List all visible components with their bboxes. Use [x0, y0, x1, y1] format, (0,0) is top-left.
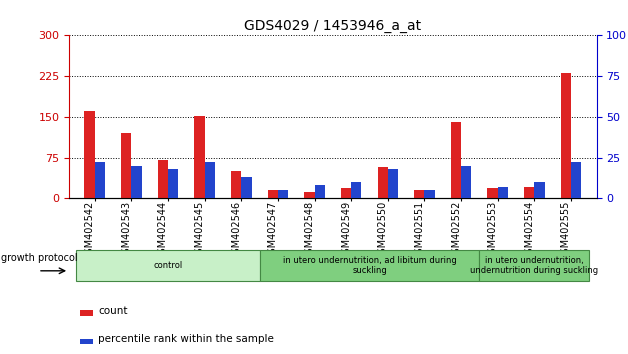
Bar: [195, 116, 205, 198]
Bar: [77, 250, 259, 281]
Bar: [341, 188, 351, 198]
Text: GSM402542: GSM402542: [85, 201, 95, 260]
Bar: [305, 192, 315, 198]
Text: GSM402548: GSM402548: [305, 201, 315, 260]
Bar: [315, 185, 325, 198]
Bar: [387, 169, 398, 198]
Bar: [479, 250, 589, 281]
Bar: [561, 73, 571, 198]
Bar: [168, 169, 178, 198]
Bar: [80, 310, 93, 316]
Title: GDS4029 / 1453946_a_at: GDS4029 / 1453946_a_at: [244, 19, 421, 33]
Bar: [241, 177, 251, 198]
Text: GSM402555: GSM402555: [561, 201, 571, 260]
Text: GSM402550: GSM402550: [378, 201, 387, 260]
Text: GSM402549: GSM402549: [341, 201, 351, 260]
Text: GSM402544: GSM402544: [158, 201, 168, 260]
Bar: [80, 339, 93, 344]
Bar: [425, 190, 435, 198]
Bar: [451, 122, 461, 198]
Text: control: control: [153, 261, 183, 270]
Text: GSM402547: GSM402547: [268, 201, 278, 260]
Text: GSM402546: GSM402546: [231, 201, 241, 260]
Bar: [84, 112, 95, 198]
Bar: [131, 166, 141, 198]
Bar: [121, 133, 131, 198]
Text: GSM402552: GSM402552: [451, 201, 461, 260]
Bar: [205, 162, 215, 198]
Bar: [534, 182, 544, 198]
Text: count: count: [98, 306, 127, 316]
Text: GSM402545: GSM402545: [195, 201, 205, 260]
Text: in utero undernutrition,
undernutrition during suckling: in utero undernutrition, undernutrition …: [470, 256, 598, 275]
Text: GSM402543: GSM402543: [121, 201, 131, 260]
Text: in utero undernutrition, ad libitum during
suckling: in utero undernutrition, ad libitum duri…: [283, 256, 457, 275]
Bar: [524, 187, 534, 198]
Bar: [268, 190, 278, 198]
Bar: [377, 167, 388, 198]
Text: GSM402554: GSM402554: [524, 201, 534, 260]
Text: growth protocol: growth protocol: [1, 253, 78, 263]
Bar: [259, 250, 479, 281]
Text: percentile rank within the sample: percentile rank within the sample: [98, 334, 274, 344]
Bar: [278, 190, 288, 198]
Text: GSM402551: GSM402551: [414, 201, 425, 260]
Bar: [95, 162, 105, 198]
Text: GSM402553: GSM402553: [488, 201, 497, 260]
Bar: [231, 171, 241, 198]
Bar: [487, 188, 497, 198]
Bar: [158, 160, 168, 198]
Bar: [414, 190, 425, 198]
Bar: [461, 166, 471, 198]
Bar: [497, 187, 508, 198]
Bar: [571, 162, 582, 198]
Bar: [351, 182, 362, 198]
